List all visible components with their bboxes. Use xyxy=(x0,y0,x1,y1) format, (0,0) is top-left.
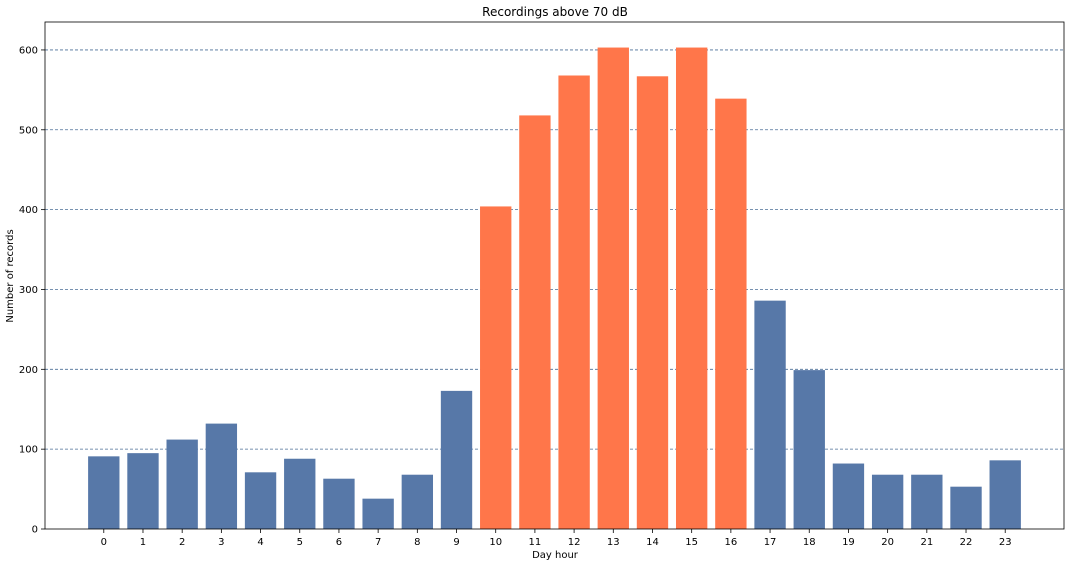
x-axis-title: Day hour xyxy=(532,550,579,561)
bar-hour-2 xyxy=(166,439,198,529)
x-tick-label-21: 21 xyxy=(920,537,933,548)
y-tick-label-0: 0 xyxy=(32,525,38,536)
bar-hour-16 xyxy=(715,98,747,530)
bar-hour-12 xyxy=(558,75,590,529)
x-tick-label-10: 10 xyxy=(489,537,502,548)
bar-hour-3 xyxy=(205,423,238,529)
x-tick-label-1: 1 xyxy=(140,537,146,548)
x-tick-label-5: 5 xyxy=(297,537,303,548)
bar-hour-0 xyxy=(88,456,120,529)
plot-frame xyxy=(44,21,1065,530)
y-tick-label-500: 500 xyxy=(19,125,38,136)
x-tick-label-8: 8 xyxy=(414,537,420,548)
y-tick-label-400: 400 xyxy=(19,205,38,216)
x-tick-label-14: 14 xyxy=(646,537,659,548)
bar-hour-15 xyxy=(675,47,708,529)
bar-hour-14 xyxy=(636,76,669,530)
bar-hour-19 xyxy=(832,463,865,529)
x-tick-label-15: 15 xyxy=(685,537,698,548)
bars xyxy=(88,47,1021,530)
y-tick-label-100: 100 xyxy=(19,445,38,456)
bar-hour-10 xyxy=(480,206,512,529)
bar-hour-9 xyxy=(440,390,473,529)
y-axis-title: Number of records xyxy=(5,229,16,322)
x-tick-label-12: 12 xyxy=(568,537,581,548)
bar-hour-17 xyxy=(754,300,786,529)
x-tick-label-17: 17 xyxy=(764,537,777,548)
bar-hour-4 xyxy=(244,472,277,529)
bar-hour-23 xyxy=(989,460,1021,529)
chart-title: Recordings above 70 dB xyxy=(482,5,628,19)
x-tick-label-2: 2 xyxy=(179,537,185,548)
x-tick-label-13: 13 xyxy=(607,537,620,548)
y-tick-label-300: 300 xyxy=(19,285,38,296)
x-tick-label-9: 9 xyxy=(453,537,459,548)
bar-hour-6 xyxy=(323,478,355,529)
x-tick-label-6: 6 xyxy=(336,537,342,548)
x-tick-label-4: 4 xyxy=(257,537,263,548)
bar-hour-7 xyxy=(362,498,394,529)
x-tick-label-3: 3 xyxy=(218,537,224,548)
x-tick-label-18: 18 xyxy=(803,537,816,548)
bar-hour-8 xyxy=(401,474,434,529)
x-tick-label-20: 20 xyxy=(881,537,894,548)
x-tick-label-7: 7 xyxy=(375,537,381,548)
bar-hour-18 xyxy=(793,370,825,529)
x-tick-label-19: 19 xyxy=(842,537,855,548)
bar-hour-5 xyxy=(284,458,316,529)
bar-hour-22 xyxy=(950,486,982,529)
y-tick-label-200: 200 xyxy=(19,365,38,376)
x-tick-label-22: 22 xyxy=(960,537,973,548)
bar-hour-11 xyxy=(519,115,551,530)
x-tick-label-0: 0 xyxy=(101,537,107,548)
gridlines xyxy=(45,49,1064,450)
bar-hour-20 xyxy=(871,474,904,529)
x-tick-label-23: 23 xyxy=(999,537,1012,548)
bar-hour-21 xyxy=(911,474,943,529)
bar-hour-1 xyxy=(127,453,159,529)
bar-hour-13 xyxy=(597,47,629,529)
x-tick-label-11: 11 xyxy=(529,537,542,548)
x-tick-label-16: 16 xyxy=(724,537,737,548)
y-tick-label-600: 600 xyxy=(19,45,38,56)
